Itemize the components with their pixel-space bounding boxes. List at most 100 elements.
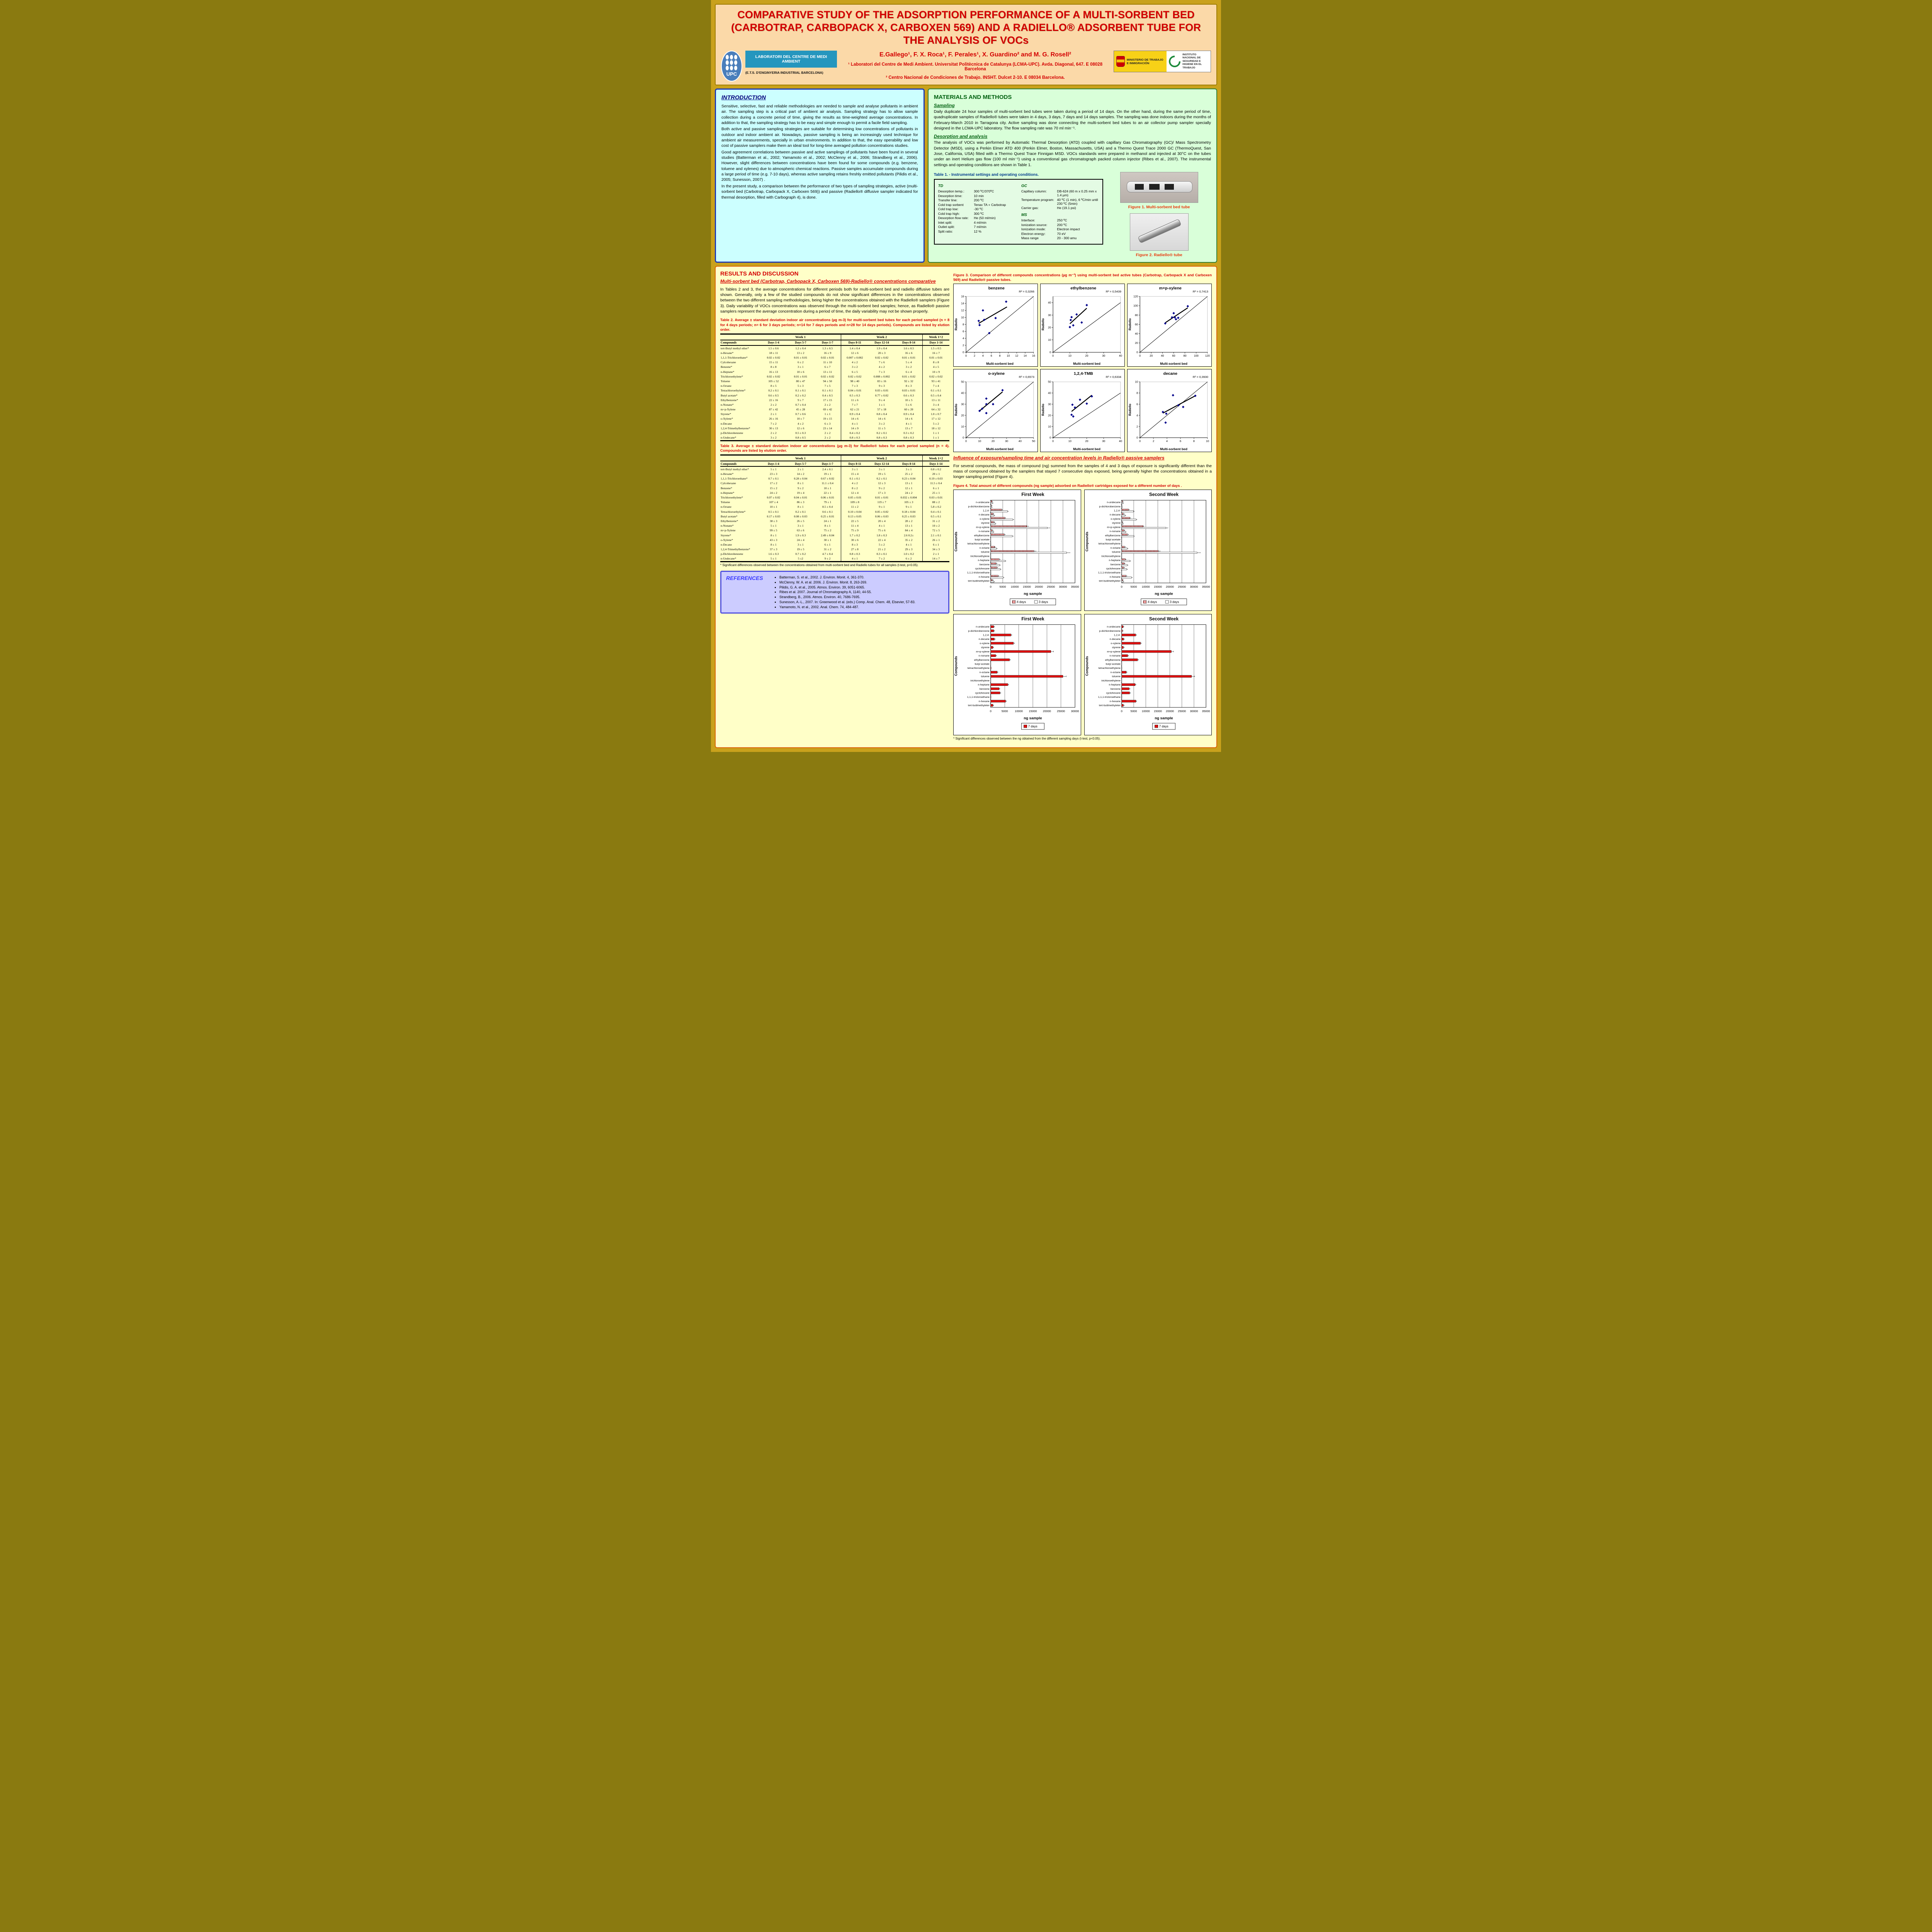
introduction-paragraph: Sensitive, selective, fast and reliable … bbox=[721, 104, 918, 125]
insht-logo: INSTITUTO NACIONAL DE SEGURIDAD E HIGIEN… bbox=[1167, 51, 1211, 72]
svg-text:Radiello: Radiello bbox=[1128, 318, 1132, 330]
svg-text:benzene: benzene bbox=[1111, 688, 1121, 690]
svg-text:2: 2 bbox=[1153, 439, 1154, 443]
reference-item: Strandberg, B., 2006. Atmos. Environ. 40… bbox=[779, 595, 915, 600]
poster-root: COMPARATIVE STUDY OF THE ADSORPTION PERF… bbox=[711, 0, 1221, 752]
svg-text:Second Week: Second Week bbox=[1149, 616, 1179, 621]
table-row: o-Xylene* 26 ± 16 10 ± 7 19 ± 15 14 ± 6 14 ± … bbox=[720, 416, 950, 422]
svg-text:7 days: 7 days bbox=[1028, 724, 1037, 728]
svg-text:tert-butilmethyleter: tert-butilmethyleter bbox=[968, 704, 990, 707]
svg-text:n-hexane: n-hexane bbox=[979, 700, 990, 703]
results-right-column: Figure 3. Comparison of different compou… bbox=[953, 270, 1212, 743]
svg-text:4: 4 bbox=[982, 354, 984, 357]
svg-text:6: 6 bbox=[991, 354, 992, 357]
results-heading: RESULTS AND DISCUSSION bbox=[720, 270, 799, 277]
svg-text:30: 30 bbox=[961, 403, 964, 406]
svg-text:30000: 30000 bbox=[1190, 709, 1198, 713]
svg-text:ethylbenzene: ethylbenzene bbox=[974, 534, 990, 537]
upc-logo-block: UPC LABORATORI DEL CENTRE DE MEDI AMBIEN… bbox=[721, 50, 837, 82]
reference-item: Batterman, S. et al., 2002. J. Environ. … bbox=[779, 575, 915, 580]
svg-text:30: 30 bbox=[1005, 439, 1008, 443]
svg-text:ng sample: ng sample bbox=[1155, 592, 1173, 596]
svg-text:40: 40 bbox=[1119, 354, 1122, 357]
bars-first-week-7-days: 0 5000 10000 15000 20000 25000 30000 n-undecane… bbox=[953, 614, 1081, 736]
svg-text:benzene: benzene bbox=[1111, 563, 1121, 566]
svg-text:30: 30 bbox=[1048, 403, 1051, 406]
table-row: Tetrachloroethylene* 0.5 ± 0.1 0.2 ± 0.1 0.… bbox=[720, 509, 950, 514]
reference-item: Pilidis, G. A. et al., 2005. Atmos. Envi… bbox=[779, 585, 915, 590]
svg-text:0: 0 bbox=[1052, 354, 1054, 357]
svg-text:14: 14 bbox=[1024, 354, 1027, 357]
insht-label: INSTITUTO NACIONAL DE SEGURIDAD E HIGIEN… bbox=[1182, 53, 1202, 69]
svg-text:10: 10 bbox=[1068, 439, 1071, 443]
svg-text:Multi-sorbent bed: Multi-sorbent bed bbox=[986, 447, 1014, 451]
svg-text:0: 0 bbox=[1136, 350, 1138, 354]
figure3-caption: Figure 3. Comparison of different compou… bbox=[953, 273, 1212, 282]
svg-text:ethylbenzene: ethylbenzene bbox=[1105, 659, 1120, 662]
svg-text:trichloroethylene: trichloroethylene bbox=[1101, 679, 1121, 682]
radiello-tube-photo bbox=[1129, 213, 1189, 251]
svg-text:ng sample: ng sample bbox=[1024, 592, 1042, 596]
svg-text:0: 0 bbox=[1139, 439, 1141, 443]
svg-text:2: 2 bbox=[1136, 425, 1138, 428]
svg-text:o-xylene: o-xylene bbox=[988, 371, 1005, 376]
svg-text:4: 4 bbox=[1166, 439, 1168, 443]
svg-text:Multi-sorbent bed: Multi-sorbent bed bbox=[1160, 447, 1187, 451]
svg-text:n-heptane: n-heptane bbox=[978, 559, 990, 562]
svg-text:R² = 0,3266: R² = 0,3266 bbox=[1019, 290, 1034, 293]
svg-text:ethylbenzene: ethylbenzene bbox=[1071, 286, 1097, 291]
svg-text:40: 40 bbox=[1119, 439, 1122, 443]
svg-text:4: 4 bbox=[963, 337, 964, 340]
svg-text:0: 0 bbox=[965, 354, 967, 357]
svg-text:ethylbenzene: ethylbenzene bbox=[1105, 534, 1120, 537]
svg-text:n-decane: n-decane bbox=[1109, 514, 1120, 516]
svg-text:n-heptane: n-heptane bbox=[978, 684, 990, 686]
svg-text:3 days: 3 days bbox=[1039, 600, 1048, 604]
svg-text:20000: 20000 bbox=[1035, 585, 1043, 588]
svg-text:n-octane: n-octane bbox=[1110, 671, 1120, 674]
svg-text:benzene: benzene bbox=[980, 688, 990, 690]
sampling-text: Daily duplicate 24 hour samples of multi… bbox=[934, 109, 1211, 131]
svg-text:1,1,1-tricloroethane: 1,1,1-tricloroethane bbox=[967, 696, 990, 699]
svg-text:40: 40 bbox=[1135, 332, 1138, 335]
svg-text:10000: 10000 bbox=[1141, 585, 1150, 588]
metal-tube-art bbox=[1137, 219, 1182, 244]
svg-text:toluene: toluene bbox=[981, 551, 990, 553]
svg-text:20: 20 bbox=[992, 439, 995, 443]
figure4-bar-grid: 0 5000 10000 15000 20000 25000 30000 35000 n-und… bbox=[953, 489, 1212, 736]
results-subheading-2: Influence of exposure/sampling time and … bbox=[953, 455, 1165, 461]
svg-text:First Week: First Week bbox=[1022, 616, 1045, 621]
scatter-o-xylene: 0 10 20 30 40 50 0 10 20 30 40 50 o-xylene R² = 0,657… bbox=[953, 369, 1038, 452]
svg-text:Multi-sorbent bed: Multi-sorbent bed bbox=[1073, 362, 1100, 366]
svg-text:6: 6 bbox=[1180, 439, 1181, 443]
svg-text:16: 16 bbox=[961, 295, 964, 298]
svg-text:ng sample: ng sample bbox=[1024, 716, 1042, 720]
scatter-mp-xylene: 0 20 40 60 80 100 120 0 20 40 60 80 100 120 m+p-xylene… bbox=[1127, 284, 1212, 367]
svg-text:20: 20 bbox=[1048, 326, 1051, 329]
table-row: 1,2,4-Trimethylbenzene* 30 ± 13 12 ± 6 23 ±… bbox=[720, 426, 950, 431]
reference-item: McClenny, W. A. et al. 2006. J. Environ.… bbox=[779, 580, 915, 585]
svg-text:0: 0 bbox=[1121, 585, 1122, 588]
bars-second-week-4-3-days: 0 5000 10000 15000 20000 25000 30000 35000 n-und… bbox=[1084, 489, 1212, 611]
svg-text:n-nonane: n-nonane bbox=[979, 655, 990, 657]
svg-text:1,2,4-: 1,2,4- bbox=[1114, 509, 1120, 512]
svg-text:m+p-xylene: m+p-xylene bbox=[976, 650, 990, 653]
introduction-paragraph: Both active and passive sampling strateg… bbox=[721, 127, 918, 148]
svg-text:Multi-sorbent bed: Multi-sorbent bed bbox=[986, 362, 1014, 366]
svg-text:First Week: First Week bbox=[1022, 492, 1045, 497]
svg-text:benzene: benzene bbox=[980, 563, 990, 566]
svg-text:25000: 25000 bbox=[1057, 709, 1065, 713]
table-row: 1,1,1-Trichloroethane* 0.7 ± 0.1 0.28 ± 0.… bbox=[720, 476, 950, 481]
svg-text:tert-butilmethyleter: tert-butilmethyleter bbox=[1099, 580, 1121, 582]
svg-text:tert-butilmethyleter: tert-butilmethyleter bbox=[1099, 704, 1121, 707]
svg-text:R² = 0,6573: R² = 0,6573 bbox=[1019, 375, 1034, 379]
svg-text:tert-butilmethyleter: tert-butilmethyleter bbox=[968, 580, 990, 582]
svg-text:n-decane: n-decane bbox=[979, 514, 990, 516]
poster-header: COMPARATIVE STUDY OF THE ADSORPTION PERF… bbox=[715, 4, 1217, 85]
references-heading: REFERENCES bbox=[726, 575, 763, 582]
table-row: Toluene 107 ± 4 86 ± 3 79 ± 1 109 ± 8 119 ± 7… bbox=[720, 500, 950, 505]
bars-first-week-4-3-days: 0 5000 10000 15000 20000 25000 30000 35000 n-und… bbox=[953, 489, 1081, 611]
